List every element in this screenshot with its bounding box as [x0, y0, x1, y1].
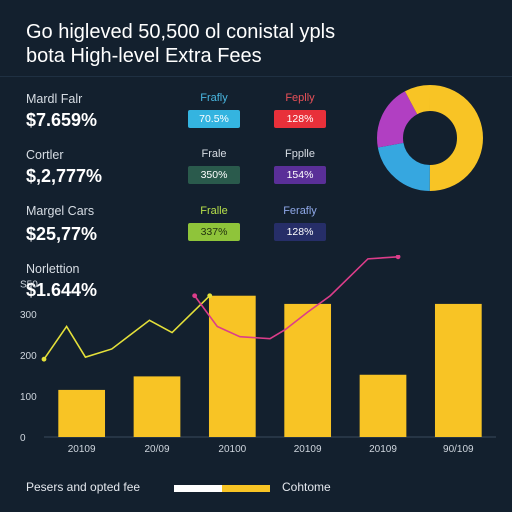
legend: Pesers and opted fee Cohtome [26, 480, 496, 498]
bar-line-chart: 0 100 200 300 S50 20109 20/09 20100 20109 20109 90… [20, 255, 496, 455]
bar [434, 303, 482, 437]
metric-label: Cortler [26, 148, 64, 162]
line-marker [395, 255, 401, 260]
pill-header: Fpplle [285, 148, 315, 160]
chart-title-line1: Go higleved 50,500 ol conistal ypls [26, 21, 336, 43]
pill-badge: 337% [188, 223, 240, 241]
series-line [194, 256, 399, 340]
x-tick-label: 90/109 [443, 444, 474, 455]
line-marker [192, 293, 198, 299]
pill-badge: 128% [274, 110, 326, 128]
pill-header: Feplly [285, 92, 315, 104]
line-marker [207, 293, 213, 299]
x-tick-label: 20109 [294, 444, 322, 455]
donut-slice [377, 85, 483, 191]
donut-chart [377, 85, 483, 191]
chart-title-line2: bota High-level Extra Fees [26, 45, 262, 67]
legend-label-right: Cohtome [282, 480, 331, 494]
metric-value: $1.644% [26, 280, 98, 300]
x-tick-label: 20100 [218, 444, 246, 455]
y-tick-label: 300 [20, 310, 37, 321]
y-tick-label: S50 [20, 279, 38, 290]
pill-header: Fralle [200, 205, 228, 217]
pill-badge: 70.5% [188, 110, 240, 128]
x-tick-label: 20109 [369, 444, 397, 455]
metric-label: Margel Cars [26, 204, 95, 218]
bar [359, 374, 407, 437]
pill-header: Frafly [200, 92, 228, 104]
pill-badge: 154% [274, 166, 326, 184]
metric-value: $,2,777% [26, 166, 103, 186]
x-tick-label: 20109 [68, 444, 96, 455]
metric-label: Norlettion [26, 262, 80, 276]
y-tick-label: 0 [20, 433, 26, 444]
divider [0, 76, 512, 77]
y-tick-label: 200 [20, 351, 37, 362]
bar [208, 295, 256, 437]
metric-label: Mardl Falr [26, 92, 83, 106]
legend-swatch-yellow [222, 485, 270, 492]
line-marker [41, 356, 47, 362]
bar [58, 389, 106, 437]
y-tick-label: 100 [20, 392, 37, 403]
legend-swatch-white [174, 485, 222, 492]
pill-header: Frale [201, 148, 227, 160]
pill-badge: 350% [188, 166, 240, 184]
series-line [43, 295, 211, 360]
pill-badge: 128% [274, 223, 326, 241]
pill-header: Ferafly [283, 205, 317, 217]
donut-slice [377, 85, 483, 191]
legend-label-left: Pesers and opted fee [26, 480, 141, 494]
bar [133, 376, 181, 437]
metric-value: $25,77% [26, 224, 98, 244]
x-tick-label: 20/09 [144, 444, 169, 455]
bar [284, 303, 332, 437]
chart-title: Go higleved 50,500 ol conistal ypls bota… [26, 20, 496, 68]
metric-value: $7.659% [26, 110, 98, 130]
